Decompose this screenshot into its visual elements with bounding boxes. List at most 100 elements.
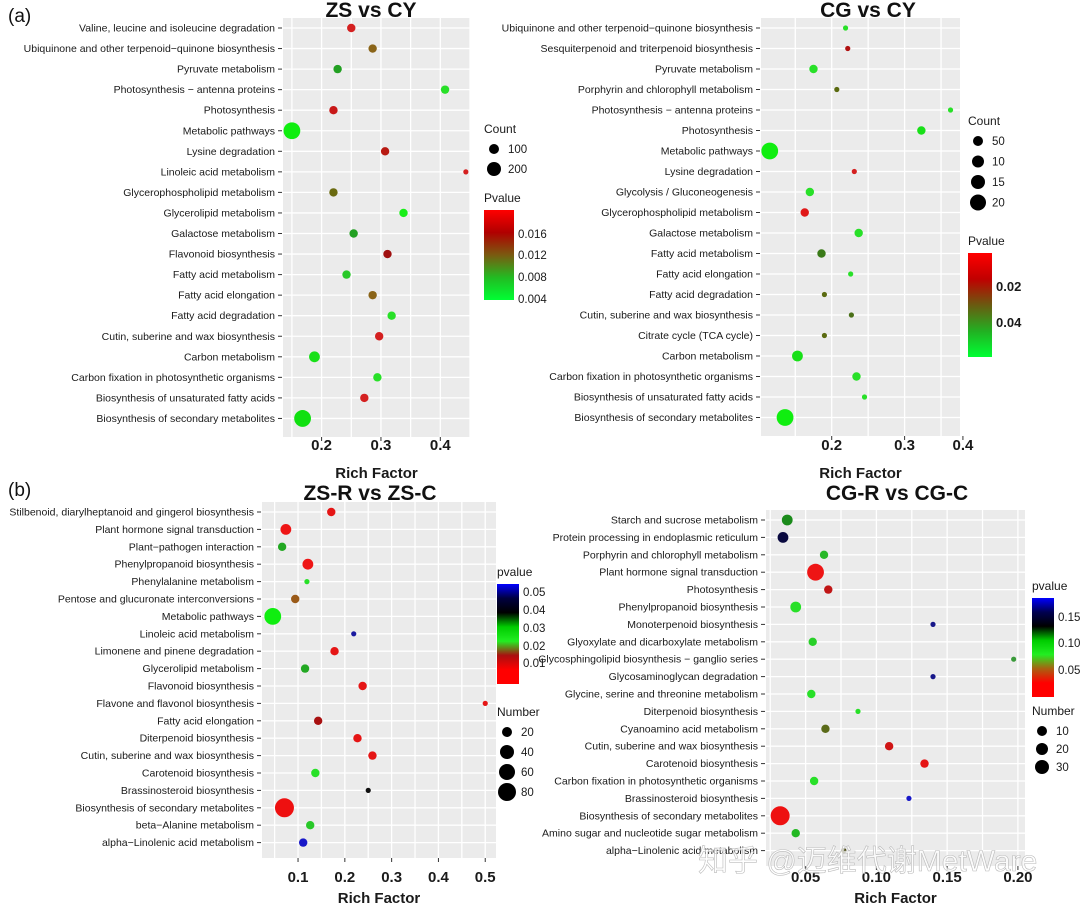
chart-title: CG-R vs CG-C bbox=[826, 482, 968, 505]
data-point bbox=[351, 631, 357, 637]
data-point bbox=[313, 716, 323, 725]
size-legend-key bbox=[502, 727, 512, 737]
data-point bbox=[329, 106, 338, 115]
data-point bbox=[845, 45, 851, 52]
color-legend-label: 0.10 bbox=[1058, 638, 1080, 650]
chart-zs-vs-cy: ZS vs CY Valine, leucine and isoleucine d… bbox=[24, 0, 548, 482]
data-point bbox=[800, 208, 809, 217]
data-point bbox=[917, 126, 926, 135]
color-legend-label: 0.05 bbox=[523, 587, 545, 599]
data-point bbox=[353, 734, 362, 743]
y-tick-label: Monoterpenoid biosynthesis bbox=[627, 619, 758, 631]
y-tick-label: Valine, leucine and isoleucine degradati… bbox=[79, 23, 275, 35]
y-tick-label: Lysine degradation bbox=[187, 146, 276, 158]
y-tick-label: Ubiquinone and other terpenoid−quinone b… bbox=[502, 23, 753, 35]
y-tick-label: Biosynthesis of unsaturated fatty acids bbox=[96, 392, 275, 404]
data-point bbox=[274, 798, 294, 818]
size-legend-label: 30 bbox=[1056, 762, 1069, 774]
color-legend-label: 0.008 bbox=[518, 272, 547, 284]
y-tick-label: Carbon fixation in photosynthetic organi… bbox=[549, 371, 753, 383]
x-axis-label: Rich Factor bbox=[854, 890, 937, 906]
data-point bbox=[842, 25, 849, 31]
data-point bbox=[368, 751, 377, 760]
size-legend-key bbox=[972, 155, 984, 168]
data-point bbox=[807, 689, 816, 699]
color-legend-title: pvalue bbox=[1032, 579, 1068, 593]
data-point bbox=[851, 168, 857, 175]
size-legend-key bbox=[1035, 760, 1049, 774]
data-point bbox=[380, 147, 390, 156]
data-point bbox=[819, 550, 829, 559]
data-point bbox=[306, 821, 315, 830]
color-legend-label: 0.04 bbox=[996, 315, 1022, 330]
data-point bbox=[440, 85, 450, 94]
x-tick-label: 0.3 bbox=[381, 869, 402, 886]
plot-panel bbox=[761, 18, 960, 436]
x-tick-label: 0.3 bbox=[894, 437, 915, 454]
chart-cg-r-vs-cg-c: CG-R vs CG-C Starch and sucrose metabolis… bbox=[538, 482, 1080, 906]
x-axis-label: Rich Factor bbox=[335, 465, 418, 482]
size-legend-key bbox=[499, 764, 515, 780]
y-tick-label: Glycerophospholipid metabolism bbox=[123, 187, 275, 199]
y-tick-label: Pentose and glucuronate interconversions bbox=[58, 594, 254, 606]
color-legend-bar bbox=[968, 253, 992, 357]
y-tick-label: Glycosphingolipid biosynthesis − ganglio… bbox=[538, 654, 758, 666]
size-legend-key bbox=[500, 745, 514, 759]
color-legend-label: 0.02 bbox=[996, 279, 1021, 294]
data-point bbox=[805, 187, 815, 197]
size-legend-label: 15 bbox=[992, 177, 1005, 189]
size-legend-title: Number bbox=[497, 705, 540, 719]
y-tick-label: Lysine degradation bbox=[665, 166, 754, 178]
y-tick-label: Cutin, suberine and wax biosynthesis bbox=[102, 331, 275, 343]
color-legend-bar bbox=[497, 584, 519, 684]
data-point bbox=[855, 708, 861, 715]
y-tick-label: alpha−Linolenic acid metabolism bbox=[606, 845, 758, 857]
color-legend-label: 0.15 bbox=[1058, 612, 1080, 624]
plot-panel bbox=[283, 18, 470, 437]
y-tick-label: Glycolysis / Gluconeogenesis bbox=[616, 187, 753, 199]
y-tick-label: Carotenoid biosynthesis bbox=[142, 768, 254, 780]
data-point bbox=[792, 350, 803, 362]
y-tick-label: Metabolic pathways bbox=[183, 125, 275, 137]
data-point bbox=[463, 169, 469, 175]
y-tick-label: Phenylpropanoid biosynthesis bbox=[114, 559, 254, 571]
data-point bbox=[291, 594, 300, 604]
size-legend-key bbox=[487, 162, 501, 176]
y-tick-label: Photosynthesis − antenna proteins bbox=[592, 105, 753, 117]
x-tick-label: 0.20 bbox=[1003, 869, 1032, 886]
data-point bbox=[848, 312, 854, 318]
y-tick-label: Metabolic pathways bbox=[162, 611, 254, 623]
x-tick-label: 0.15 bbox=[933, 869, 962, 886]
y-tick-label: Plant hormone signal transduction bbox=[599, 567, 758, 579]
y-tick-label: Photosynthesis − antenna proteins bbox=[114, 84, 275, 96]
y-tick-label: Flavone and flavonol biosynthesis bbox=[96, 698, 254, 710]
color-legend-title: pvalue bbox=[497, 565, 533, 579]
plot-panel bbox=[766, 510, 1025, 866]
data-point bbox=[368, 44, 377, 53]
data-point bbox=[807, 563, 824, 581]
data-point bbox=[304, 579, 310, 585]
y-tick-label: Fatty acid elongation bbox=[178, 290, 275, 302]
color-legend-label: 0.03 bbox=[523, 623, 545, 635]
data-point bbox=[365, 787, 371, 794]
data-point bbox=[399, 208, 408, 218]
color-legend-label: 0.012 bbox=[518, 250, 547, 262]
x-tick-label: 0.5 bbox=[475, 869, 496, 886]
y-tick-label: Carbon metabolism bbox=[184, 351, 275, 363]
y-tick-label: Glycerolipid metabolism bbox=[143, 663, 255, 675]
color-legend-bar bbox=[1032, 598, 1054, 697]
data-point bbox=[834, 86, 840, 93]
size-legend-title: Count bbox=[968, 114, 1001, 128]
y-tick-label: Cyanoamino acid metabolism bbox=[620, 723, 758, 735]
y-tick-label: Glycerophospholipid metabolism bbox=[601, 207, 753, 219]
x-tick-label: 0.10 bbox=[862, 869, 891, 886]
x-tick-label: 0.3 bbox=[371, 437, 392, 454]
data-point bbox=[776, 409, 794, 426]
y-tick-label: Citrate cycle (TCA cycle) bbox=[638, 330, 753, 342]
y-tick-label: Flavonoid biosynthesis bbox=[169, 249, 275, 261]
data-point bbox=[848, 271, 854, 277]
data-point bbox=[770, 806, 790, 826]
y-tick-label: Carbon metabolism bbox=[662, 351, 753, 363]
y-tick-label: Metabolic pathways bbox=[661, 146, 753, 158]
